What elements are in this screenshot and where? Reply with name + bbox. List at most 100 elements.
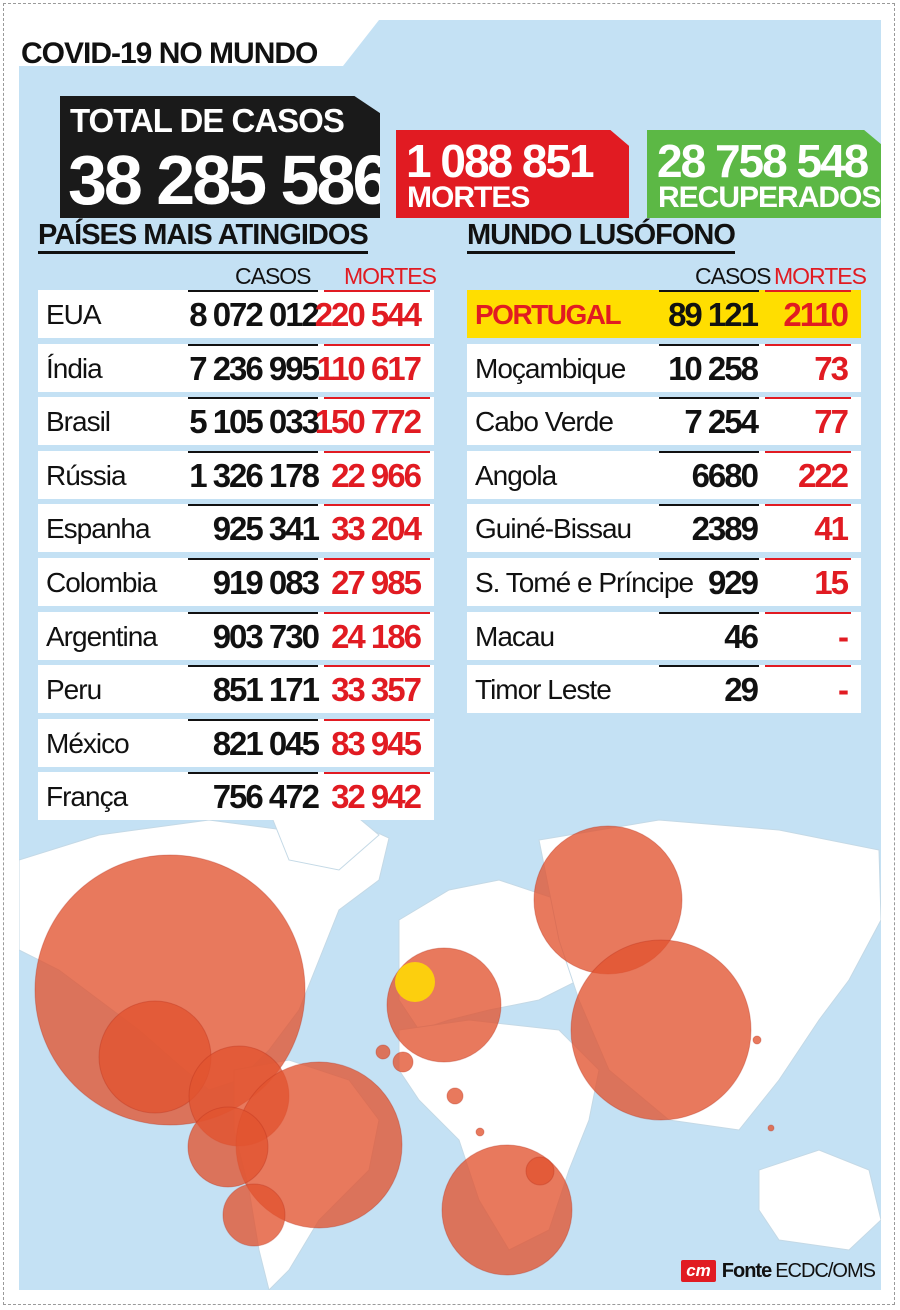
deaths-value: 27 985 — [331, 564, 422, 601]
deaths-value: 15 — [814, 564, 849, 601]
bubble-cabo-verde — [375, 1044, 391, 1060]
cases-value: 7 236 995 — [189, 349, 320, 387]
cases-value: 903 730 — [212, 617, 320, 655]
deaths-rule — [324, 665, 430, 668]
country-name: EUA — [46, 299, 102, 330]
table-row: EUA 8 072 012 220 544 — [38, 290, 434, 338]
cases-value: 925 341 — [212, 510, 320, 548]
deaths-value: 220 544 — [314, 296, 422, 333]
cases-value: 851 171 — [212, 671, 320, 709]
deaths-rule — [765, 290, 851, 292]
country-name: Argentina — [46, 620, 158, 652]
table-row: S. Tomé e Príncipe 929 15 — [467, 558, 861, 606]
cases-value: 919 083 — [212, 564, 320, 601]
deaths-value: 73 — [814, 349, 849, 387]
deaths-value: 33 357 — [331, 671, 422, 709]
deaths-rule — [765, 450, 851, 453]
table-row: PORTUGAL 89 121 2110 — [467, 290, 861, 338]
cases-rule — [188, 665, 318, 668]
table-row: Timor Leste 29 - — [467, 665, 861, 714]
cases-rule — [659, 665, 759, 668]
top-countries-cases-header: CASOS — [235, 263, 312, 289]
source-credit: cm Fonte ECDC/OMS — [681, 1259, 876, 1282]
lusophone-title: MUNDO LUSÓFONO — [467, 220, 736, 254]
cases-rule — [659, 290, 759, 292]
table-row: Angola 6680 222 — [467, 450, 861, 499]
cases-rule — [188, 611, 318, 614]
country-name: Brasil — [46, 406, 111, 438]
cases-value: 7 254 — [684, 403, 759, 441]
lusophone-cases-header: CASOS — [695, 263, 772, 289]
country-name: México — [46, 727, 130, 759]
deaths-value: 150 772 — [314, 403, 422, 441]
table-row: Moçambique 10 258 73 — [467, 343, 861, 392]
cases-value: 929 — [707, 564, 759, 601]
deaths-value: 32 942 — [331, 778, 422, 816]
title-tab — [19, 20, 379, 66]
table-row: Índia 7 236 995 110 617 — [38, 343, 434, 392]
bubble-india — [570, 939, 752, 1121]
country-name: Índia — [46, 352, 103, 384]
page-title: COVID-19 NO MUNDO — [21, 37, 318, 70]
cases-rule — [659, 611, 759, 614]
deaths-rule — [324, 772, 430, 775]
cases-rule — [659, 397, 759, 400]
bubble-argentina — [222, 1183, 286, 1247]
country-name: Macau — [475, 620, 555, 652]
table-row: Colombia 919 083 27 985 — [38, 558, 434, 606]
cases-rule — [659, 504, 759, 507]
cm-logo: cm — [681, 1260, 716, 1282]
deaths-rule — [765, 343, 851, 346]
country-name: Moçambique — [475, 352, 626, 384]
deaths-rule — [765, 397, 851, 400]
deaths-rule — [765, 504, 851, 507]
deaths-label: MORTES — [407, 181, 530, 214]
cases-rule — [188, 772, 318, 775]
deaths-value: 222 — [797, 456, 849, 494]
country-name: Angola — [475, 459, 557, 491]
total-cases-box: TOTAL DE CASOS 38 285 586 — [60, 96, 380, 218]
cases-value: 5 105 033 — [189, 403, 320, 441]
total-cases-label: TOTAL DE CASOS — [70, 102, 345, 139]
cases-value: 89 121 — [668, 296, 759, 333]
bubble-angola — [475, 1127, 485, 1137]
australia-landmass — [758, 1149, 881, 1251]
deaths-value: 33 204 — [331, 510, 422, 548]
cases-rule — [188, 397, 318, 400]
bubble-mocambique — [525, 1156, 555, 1186]
cases-rule — [188, 504, 318, 507]
bubble-guine-bissau — [446, 1087, 464, 1105]
cases-rule — [188, 343, 318, 346]
deaths-rule — [324, 290, 430, 292]
bubble-europa — [386, 947, 502, 1063]
recovered-box: 28 758 548 RECUPERADOS — [647, 130, 881, 218]
country-name: Espanha — [46, 513, 151, 545]
bubble-timor — [767, 1124, 775, 1132]
bubble-macau — [752, 1035, 762, 1045]
deaths-rule — [765, 558, 851, 560]
table-row: Cabo Verde 7 254 77 — [467, 397, 861, 446]
deaths-value: - — [838, 671, 849, 709]
cases-rule — [188, 290, 318, 292]
deaths-rule — [324, 718, 430, 721]
recovered-label: RECUPERADOS — [658, 181, 881, 214]
table-row: Rússia 1 326 178 22 966 — [38, 450, 434, 499]
cases-rule — [188, 718, 318, 721]
table-row: Peru 851 171 33 357 — [38, 665, 434, 714]
table-row: Argentina 903 730 24 186 — [38, 611, 434, 660]
country-name: França — [46, 781, 128, 813]
country-name: Guiné-Bissau — [475, 513, 632, 545]
deaths-rule — [324, 450, 430, 453]
cases-value: 8 072 012 — [189, 296, 320, 333]
deaths-value: 110 617 — [316, 349, 422, 387]
country-name: Colombia — [46, 567, 157, 598]
top-countries-deaths-header: MORTES — [344, 263, 437, 289]
bubble-peru — [187, 1106, 269, 1188]
cases-rule — [659, 558, 759, 560]
deaths-value: - — [838, 617, 849, 655]
deaths-rule — [324, 343, 430, 346]
world-map — [19, 809, 881, 1290]
cases-value: 10 258 — [668, 349, 759, 387]
source-label: Fonte — [721, 1259, 772, 1282]
